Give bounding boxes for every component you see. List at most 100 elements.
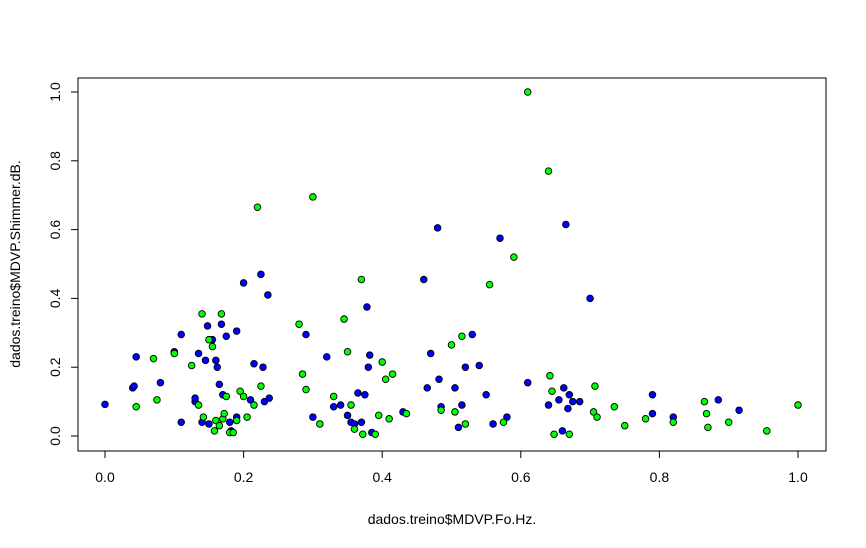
data-point-series-1 bbox=[489, 420, 497, 428]
data-point-series-2 bbox=[232, 416, 241, 425]
data-point-series-2 bbox=[220, 409, 228, 418]
data-point-series-2 bbox=[381, 375, 390, 383]
x-tick-label: 0.4 bbox=[372, 469, 392, 485]
data-point-series-2 bbox=[763, 427, 771, 435]
data-point-series-1 bbox=[177, 330, 185, 339]
data-point-series-1 bbox=[586, 294, 594, 303]
data-point-series-2 bbox=[546, 372, 554, 380]
data-point-series-2 bbox=[302, 385, 310, 394]
data-point-series-1 bbox=[217, 320, 226, 328]
data-point-series-2 bbox=[794, 401, 802, 409]
data-point-series-1 bbox=[735, 406, 743, 414]
data-point-series-2 bbox=[309, 193, 317, 201]
data-point-series-1 bbox=[420, 275, 428, 284]
data-point-series-2 bbox=[295, 320, 303, 328]
data-point-series-1 bbox=[364, 363, 373, 371]
data-point-series-2 bbox=[447, 341, 456, 349]
data-point-series-1 bbox=[575, 397, 584, 406]
data-point-series-2 bbox=[149, 354, 158, 363]
data-point-series-2 bbox=[402, 409, 411, 418]
data-point-series-1 bbox=[101, 400, 109, 409]
data-point-series-1 bbox=[503, 413, 511, 421]
data-point-series-2 bbox=[187, 361, 196, 370]
data-point-series-1 bbox=[569, 397, 577, 406]
x-tick-label: 0.6 bbox=[511, 469, 531, 485]
data-point-series-2 bbox=[329, 392, 338, 401]
data-point-series-2 bbox=[702, 409, 711, 418]
data-point-series-1 bbox=[323, 353, 331, 361]
data-point-series-2 bbox=[548, 387, 556, 396]
data-points bbox=[101, 88, 802, 439]
data-point-series-1 bbox=[426, 349, 435, 358]
data-point-series-2 bbox=[205, 335, 213, 344]
data-point-series-2 bbox=[198, 310, 206, 318]
data-point-series-2 bbox=[199, 413, 208, 421]
y-tick-label: 0.6 bbox=[47, 220, 63, 240]
data-point-series-2 bbox=[316, 420, 324, 428]
data-point-series-2 bbox=[194, 401, 203, 409]
data-point-series-1 bbox=[246, 396, 255, 404]
data-point-series-1 bbox=[560, 384, 568, 392]
data-point-series-1 bbox=[156, 378, 165, 387]
data-point-series-2 bbox=[236, 387, 244, 396]
data-point-series-1 bbox=[357, 418, 366, 426]
y-tick-label: 0.0 bbox=[47, 426, 63, 446]
data-point-series-2 bbox=[239, 392, 248, 401]
data-point-series-1 bbox=[177, 418, 185, 426]
data-point-series-2 bbox=[621, 421, 629, 430]
data-point-series-2 bbox=[523, 88, 532, 96]
data-point-series-1 bbox=[257, 270, 265, 279]
data-point-series-1 bbox=[544, 401, 553, 409]
data-point-series-2 bbox=[359, 430, 367, 439]
data-point-series-2 bbox=[253, 203, 262, 211]
data-point-series-2 bbox=[153, 396, 161, 404]
data-point-series-1 bbox=[564, 404, 572, 413]
data-point-series-1 bbox=[565, 390, 574, 399]
data-point-series-2 bbox=[208, 342, 217, 351]
x-axis: 0.0 0.2 0.4 0.6 0.8 1.0 bbox=[95, 450, 808, 485]
y-axis: 0.0 0.2 0.4 0.6 0.8 1.0 bbox=[47, 82, 79, 446]
data-point-series-2 bbox=[724, 418, 733, 426]
data-point-series-1 bbox=[648, 390, 657, 399]
data-point-series-2 bbox=[250, 401, 258, 409]
data-point-series-1 bbox=[468, 330, 477, 339]
data-point-series-2 bbox=[385, 415, 393, 423]
data-point-series-2 bbox=[700, 397, 709, 406]
data-point-series-2 bbox=[704, 423, 712, 432]
y-tick-label: 1.0 bbox=[47, 82, 63, 102]
x-tick-label: 1.0 bbox=[788, 469, 808, 485]
data-point-series-2 bbox=[388, 370, 397, 378]
data-point-series-2 bbox=[210, 427, 219, 435]
y-tick-label: 0.4 bbox=[47, 288, 63, 308]
data-point-series-1 bbox=[461, 363, 470, 371]
data-point-series-1 bbox=[562, 220, 570, 229]
data-point-series-1 bbox=[265, 394, 273, 402]
data-point-series-2 bbox=[458, 332, 466, 340]
data-point-series-2 bbox=[357, 275, 366, 284]
data-point-series-2 bbox=[499, 418, 508, 426]
data-point-series-2 bbox=[593, 413, 601, 421]
data-point-series-1 bbox=[232, 327, 241, 335]
data-point-series-2 bbox=[544, 167, 553, 175]
data-point-series-2 bbox=[451, 408, 459, 416]
data-point-series-2 bbox=[212, 416, 220, 425]
data-point-series-1 bbox=[201, 356, 210, 365]
data-point-series-1 bbox=[458, 401, 466, 409]
data-point-series-2 bbox=[610, 403, 619, 411]
data-point-series-2 bbox=[589, 408, 598, 416]
data-point-series-2 bbox=[371, 430, 380, 439]
data-point-series-2 bbox=[374, 411, 383, 420]
data-point-series-1 bbox=[212, 356, 220, 365]
data-point-series-1 bbox=[302, 330, 310, 339]
data-point-series-2 bbox=[550, 430, 558, 439]
data-point-series-1 bbox=[523, 378, 532, 387]
data-point-series-2 bbox=[222, 392, 231, 401]
x-tick-label: 0.8 bbox=[650, 469, 670, 485]
data-point-series-1 bbox=[558, 427, 567, 435]
data-point-series-1 bbox=[203, 322, 212, 330]
x-tick-label: 0.2 bbox=[234, 469, 254, 485]
data-point-series-2 bbox=[298, 370, 307, 378]
x-axis-label: dados.treino$MDVP.Fo.Hz. bbox=[368, 511, 537, 527]
data-point-series-2 bbox=[132, 403, 140, 411]
